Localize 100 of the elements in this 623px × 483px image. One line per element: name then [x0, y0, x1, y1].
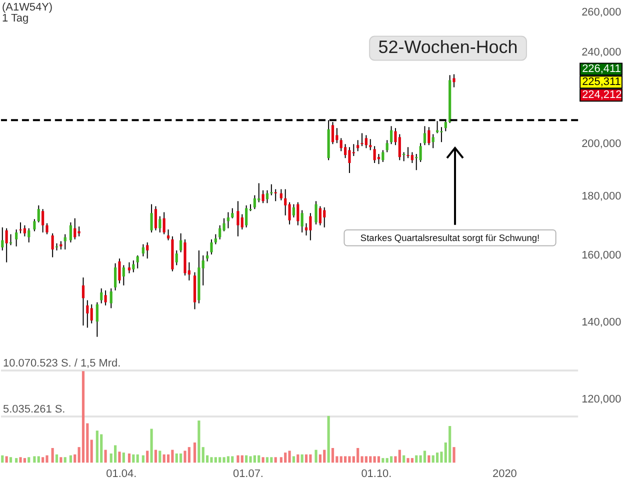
candlestick	[110, 288, 112, 309]
candlestick	[419, 142, 422, 162]
candlestick	[274, 188, 277, 202]
text: 1 Tag	[2, 12, 29, 24]
x-tick-label: 01.10.	[361, 468, 392, 480]
candlestick	[364, 134, 368, 149]
candlestick	[150, 204, 153, 233]
text: 224,212	[582, 89, 622, 102]
candlestick	[142, 244, 144, 257]
candlestick	[266, 190, 269, 204]
candlestick	[377, 153, 380, 165]
candlestick	[118, 258, 121, 284]
candlestick	[226, 212, 230, 229]
candlestick	[406, 146, 410, 159]
candlestick	[180, 232, 182, 253]
x-tick-label: 01.07.	[232, 468, 264, 480]
x-tick-label: 01.04.	[106, 468, 137, 480]
candlestick	[323, 206, 326, 228]
candlestick	[340, 138, 342, 152]
candlestick	[245, 204, 248, 228]
ref-line-label: 5.035.261 S.	[2, 404, 66, 416]
candlestick	[386, 140, 388, 153]
candlestick	[82, 276, 85, 326]
candlestick	[382, 150, 384, 162]
candlestick	[369, 138, 372, 151]
ref-line-label: 52-Wochen-Hoch	[378, 37, 518, 58]
candlestick	[64, 234, 66, 250]
candlestick	[154, 206, 158, 231]
candlestick	[206, 250, 209, 262]
candlestick	[162, 212, 166, 235]
candlestick	[398, 134, 401, 161]
candlestick	[128, 262, 131, 274]
y-tick-label: 200,000	[582, 138, 622, 150]
candlestick	[210, 238, 213, 255]
candlestick	[28, 228, 30, 243]
candlestick	[231, 208, 234, 219]
y-tick-label: 140,000	[582, 316, 622, 328]
text: 226,411	[582, 63, 621, 76]
candlestick	[122, 264, 125, 286]
candlestick	[318, 206, 322, 226]
candlestick	[240, 214, 244, 230]
candlestick	[270, 184, 273, 196]
y-tick-label: 160,000	[582, 250, 622, 262]
candlestick	[344, 144, 347, 159]
candlestick	[37, 204, 40, 223]
candlestick	[5, 228, 8, 263]
candlestick	[104, 290, 107, 306]
candlestick	[296, 202, 300, 226]
candlestick	[166, 228, 170, 241]
y-tick-label: 260,000	[582, 6, 622, 18]
candlestick	[440, 126, 443, 143]
candlestick	[314, 200, 318, 225]
candlestick	[158, 216, 162, 233]
candlestick	[78, 226, 80, 237]
candlestick	[33, 218, 36, 232]
candlestick	[86, 300, 89, 328]
candlestick	[336, 128, 338, 144]
candlestick	[100, 288, 103, 304]
y-tick-label: 240,000	[582, 46, 622, 59]
candlestick	[360, 132, 364, 147]
candlestick	[132, 260, 135, 273]
candlestick	[428, 126, 430, 146]
candlestick	[423, 126, 426, 146]
candlestick	[15, 228, 18, 247]
candlestick	[218, 224, 222, 240]
y-tick-label: 180,000	[582, 190, 622, 203]
candlestick	[42, 208, 44, 233]
candlestick	[288, 202, 291, 225]
candlestick	[19, 222, 22, 234]
candlestick	[236, 200, 240, 237]
candlestick	[280, 188, 282, 201]
candlestick	[300, 210, 304, 233]
candlestick	[69, 222, 72, 243]
candlestick	[136, 254, 139, 269]
candlestick	[415, 153, 418, 171]
candlestick	[146, 242, 149, 260]
candlestick	[214, 234, 217, 245]
candlestick	[432, 134, 434, 149]
text: 225,311	[582, 76, 621, 88]
candlestick	[23, 224, 26, 237]
candlestick	[51, 232, 54, 258]
candlestick	[292, 204, 296, 218]
candlestick	[1, 226, 4, 251]
ref-line-label: 10.070.523 S. / 1,5 Mrd.	[2, 357, 121, 370]
candlestick	[202, 254, 204, 286]
candlestick	[309, 212, 312, 241]
candlestick	[175, 250, 178, 266]
candlestick	[410, 152, 414, 164]
y-tick-label: 120,000	[582, 394, 622, 406]
candlestick	[253, 194, 256, 210]
chart-title: (A1W54Y)	[2, 1, 53, 14]
candlestick	[46, 222, 48, 235]
candlestick	[348, 146, 351, 174]
x-tick-label: 2020	[492, 468, 517, 480]
candlestick	[90, 304, 93, 324]
candlestick	[356, 140, 360, 152]
candlestick	[452, 74, 456, 88]
candlestick	[9, 234, 12, 246]
candlestick	[390, 126, 393, 145]
candlestick	[373, 146, 376, 164]
